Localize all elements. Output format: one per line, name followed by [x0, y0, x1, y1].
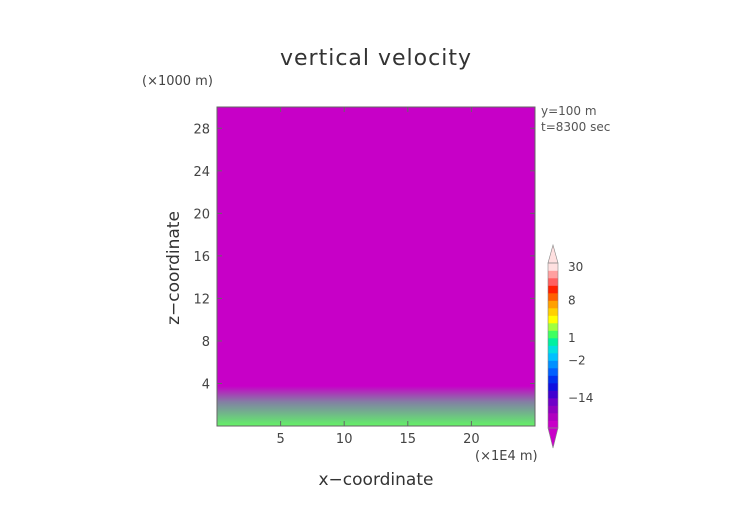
colorbar-swatch: [548, 390, 558, 399]
plot-frame: [216, 106, 536, 427]
annotation-y: y=100 m: [541, 104, 597, 118]
colorbar-swatch: [548, 383, 558, 391]
colorbar-swatch: [548, 413, 558, 421]
colorbar-tick-label: 30: [568, 260, 583, 274]
colorbar-tick-label: −14: [568, 391, 593, 405]
velocity-noise-field: [217, 107, 535, 426]
y-tick-label: 16: [193, 250, 210, 265]
colorbar-tick-label: 8: [568, 294, 576, 308]
colorbar-swatch: [548, 323, 558, 331]
x-tick-label: 10: [336, 432, 353, 447]
colorbar-swatch: [548, 405, 558, 414]
colorbar-swatch: [548, 360, 558, 369]
colorbar-frame: [547, 262, 559, 429]
y-tick-label: 12: [193, 292, 210, 307]
x-tick-label: 15: [400, 432, 417, 447]
y-axis-unit: (×1000 m): [142, 74, 213, 89]
colorbar-swatch: [548, 375, 558, 384]
plot-axes: 5 10 15 20 4 8 12 16 20 24 28: [193, 106, 536, 447]
x-axis-label: x−coordinate: [318, 470, 434, 490]
y-tick-label: 20: [193, 207, 210, 222]
colorbar-top-arrow: [547, 243, 559, 264]
colorbar-swatch: [548, 330, 558, 339]
colorbar-swatch: [548, 270, 558, 279]
x-tick-label: 20: [463, 432, 480, 447]
x-axis-unit: (×1E4 m): [475, 449, 538, 464]
y-tick-label: 24: [193, 165, 210, 180]
colorbar-swatch: [548, 308, 558, 316]
y-tick-label: 4: [202, 377, 210, 392]
velocity-field: [217, 107, 535, 426]
y-tick-label: 8: [202, 335, 210, 350]
colorbar-swatch: [548, 263, 558, 271]
colorbar-tick-label: −2: [568, 354, 586, 368]
colorbar-swatch: [548, 300, 558, 309]
colorbar-swatch: [548, 338, 558, 346]
y-tick-label: 28: [193, 122, 210, 137]
colorbar-tick-label: 1: [568, 331, 576, 345]
colorbar-swatch: [548, 368, 558, 376]
colorbar-swatch: [548, 353, 558, 361]
colorbar: 30 8 1 −2 −14: [547, 243, 593, 449]
annotation-time: t=8300 sec: [541, 120, 611, 134]
near-surface-layer: [217, 386, 535, 426]
colorbar-swatch: [548, 420, 558, 429]
colorbar-swatch: [548, 293, 558, 301]
colorbar-swatch: [548, 345, 558, 354]
chart-title: vertical velocity: [279, 46, 472, 71]
colorbar-swatch: [548, 278, 558, 286]
colorbar-bottom-arrow: [547, 427, 559, 449]
colorbar-swatch: [548, 398, 558, 406]
colorbar-swatch: [548, 315, 558, 324]
colorbar-swatch: [548, 285, 558, 294]
x-tick-label: 5: [276, 432, 284, 447]
